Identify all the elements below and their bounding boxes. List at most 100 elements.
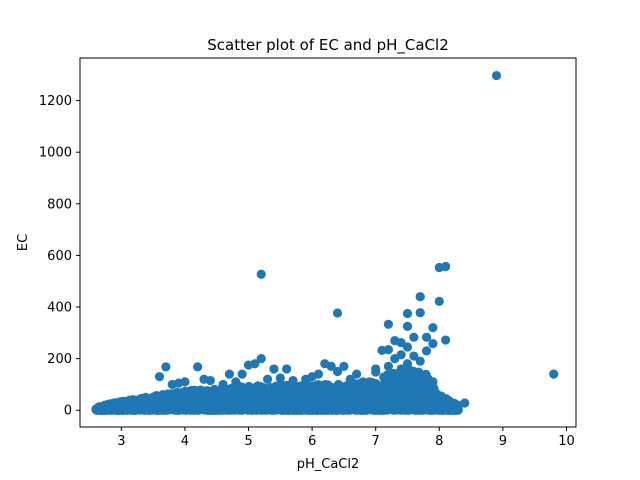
data-point: [417, 385, 427, 395]
y-tick-label: 1200: [39, 94, 72, 109]
data-point: [421, 332, 432, 342]
data-point: [224, 369, 235, 379]
data-point: [285, 392, 296, 403]
data-point: [344, 397, 355, 407]
data-point: [402, 308, 413, 319]
data-point: [491, 70, 502, 81]
data-point: [262, 374, 273, 384]
data-point: [441, 261, 451, 272]
data-point: [237, 369, 247, 379]
chart-title: Scatter plot of EC and pH_CaCl2: [207, 36, 449, 55]
data-point: [293, 382, 303, 392]
data-point: [415, 292, 425, 302]
data-point: [415, 394, 425, 405]
data-point: [254, 392, 264, 403]
y-tick-label: 800: [47, 197, 72, 212]
data-point: [275, 373, 285, 383]
y-tick-label: 200: [47, 352, 72, 367]
data-point: [218, 379, 228, 390]
data-point: [326, 361, 336, 371]
x-tick-label: 9: [499, 434, 507, 449]
x-tick-label: 3: [117, 434, 125, 449]
data-point: [339, 361, 349, 371]
data-point: [402, 374, 413, 384]
data-point: [256, 269, 266, 279]
data-point: [305, 388, 315, 398]
data-point: [269, 364, 279, 374]
data-point: [549, 369, 559, 379]
data-point: [409, 351, 419, 361]
data-point: [250, 359, 260, 369]
data-point: [226, 392, 236, 402]
data-point: [332, 308, 343, 318]
data-point: [273, 382, 283, 392]
data-point: [409, 332, 419, 342]
data-point: [402, 342, 413, 352]
data-point: [214, 392, 225, 402]
y-axis-label: EC: [16, 234, 31, 251]
data-point: [288, 375, 298, 386]
data-point: [352, 369, 362, 379]
data-point: [415, 356, 425, 366]
data-point: [205, 375, 215, 386]
y-tick-label: 1000: [39, 146, 72, 161]
data-point: [402, 321, 413, 331]
data-point: [115, 397, 125, 407]
data-point: [345, 374, 355, 384]
data-point: [383, 319, 394, 329]
data-point: [345, 388, 355, 398]
data-point: [428, 323, 438, 333]
data-point: [271, 390, 281, 401]
x-tick-label: 10: [558, 434, 575, 449]
data-point: [409, 376, 420, 386]
data-point: [256, 354, 266, 364]
data-point: [283, 385, 293, 395]
data-point: [339, 383, 349, 393]
data-point: [193, 362, 203, 372]
data-point: [388, 387, 398, 397]
y-axis: 0 200 400 600 800 1000 1200: [39, 94, 80, 419]
y-tick-label: 400: [47, 301, 72, 316]
data-point: [402, 359, 413, 369]
data-point: [421, 372, 432, 382]
data-point: [404, 394, 414, 404]
x-tick-label: 4: [181, 434, 189, 449]
y-tick-label: 600: [47, 249, 72, 264]
data-point: [377, 345, 387, 355]
x-axis: 3 4 5 6 7 8 9 10: [117, 427, 575, 449]
data-point: [434, 296, 444, 306]
data-point: [441, 335, 451, 345]
data-point: [390, 354, 400, 364]
data-point: [352, 395, 362, 405]
x-tick-label: 8: [435, 434, 443, 449]
data-point: [313, 369, 324, 379]
data-point: [358, 377, 368, 387]
data-point: [323, 392, 333, 402]
data-point: [428, 339, 438, 349]
data-point: [380, 374, 391, 385]
data-point: [383, 361, 394, 371]
data-point: [428, 377, 438, 387]
data-point: [396, 364, 406, 374]
x-tick-label: 7: [372, 434, 380, 449]
data-point: [282, 364, 292, 374]
data-point: [227, 385, 237, 395]
data-point: [421, 346, 432, 356]
x-tick-label: 6: [308, 434, 316, 449]
data-point: [371, 367, 381, 377]
data-point: [453, 400, 463, 411]
data-point: [313, 391, 323, 402]
data-point: [206, 390, 216, 400]
data-point: [390, 369, 400, 379]
data-point: [161, 362, 171, 372]
data-point: [166, 395, 177, 405]
data-point: [154, 372, 165, 382]
data-point: [430, 392, 440, 402]
x-tick-label: 5: [244, 434, 252, 449]
plot-frame: [79, 57, 577, 428]
data-point: [298, 396, 308, 406]
data-point: [231, 377, 241, 387]
data-point: [332, 366, 343, 377]
data-point: [184, 396, 194, 406]
